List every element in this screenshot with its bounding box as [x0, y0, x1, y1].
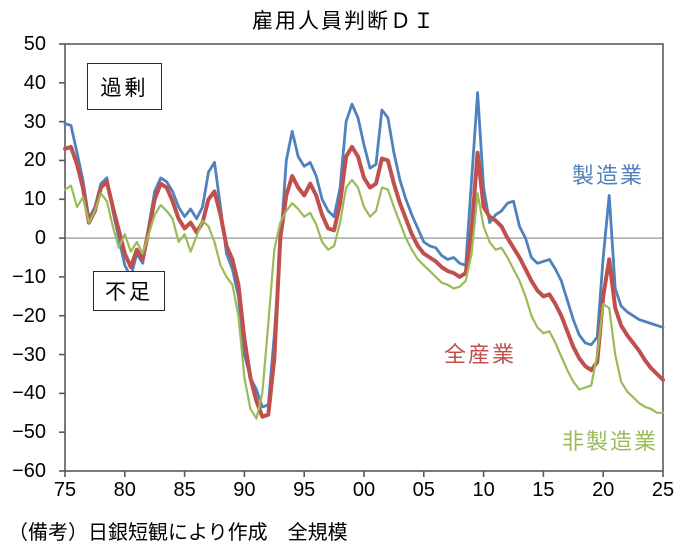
y-axis-label-10: 10: [23, 188, 46, 211]
x-axis-label-75: 75: [53, 479, 77, 501]
x-axis-label-80: 80: [113, 479, 136, 501]
x-axis-label-20: 20: [592, 479, 615, 501]
x-axis-label-85: 85: [173, 479, 196, 501]
y-axis-label--50: −50: [12, 421, 46, 444]
chart-title: 雇用人員判断ＤＩ: [252, 10, 436, 33]
x-axis-label-00: 00: [352, 479, 376, 501]
y-axis-label--30: −30: [12, 343, 46, 366]
x-axis-label-95: 95: [293, 479, 316, 501]
y-axis-label--40: −40: [12, 382, 46, 405]
series-line-manufacturing: [63, 91, 665, 409]
shortage-annotation-label: 不足: [105, 281, 153, 304]
series-line-all_industry: [63, 144, 665, 419]
excess-annotation-box: 過剰: [87, 63, 162, 110]
y-axis-label-40: 40: [23, 71, 46, 94]
excess-annotation-label: 過剰: [100, 76, 149, 100]
x-axis-label-90: 90: [233, 479, 256, 501]
y-axis-label-50: 50: [23, 33, 46, 55]
series-label-all_industry: 全産業: [443, 342, 517, 367]
y-axis-label--20: −20: [12, 304, 46, 327]
y-axis-label-0: 0: [34, 227, 46, 250]
y-axis-label--60: −60: [12, 460, 46, 482]
y-axis-label-20: 20: [23, 149, 46, 172]
series-line-non_manufacturing: [63, 178, 665, 420]
series-label-non_manufacturing: 非製造業: [561, 429, 659, 454]
x-axis-label-05: 05: [412, 479, 435, 501]
y-axis-label--10: −10: [12, 265, 46, 288]
x-axis-label-15: 15: [532, 479, 555, 501]
x-axis-label-10: 10: [472, 479, 495, 501]
x-axis-label-25: 25: [651, 479, 675, 501]
y-axis-label-30: 30: [23, 110, 46, 133]
source-note: （備考）日銀短観により作成 全規模: [8, 522, 348, 544]
series-label-manufacturing: 製造業: [571, 163, 645, 188]
shortage-annotation-box: 不足: [93, 271, 165, 311]
